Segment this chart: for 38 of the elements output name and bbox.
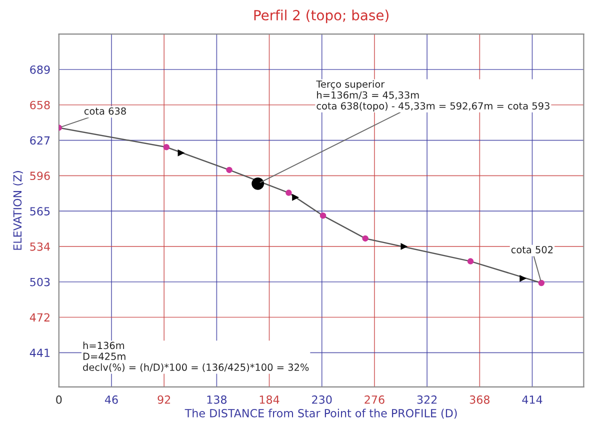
y-tick-label: 627 — [30, 136, 50, 145]
y-tick-label: 503 — [30, 278, 50, 286]
x-tick-label: 276 — [364, 395, 384, 404]
point — [252, 177, 264, 190]
point — [362, 235, 368, 242]
point — [178, 149, 185, 156]
x-tick-label: 0 — [56, 395, 62, 404]
point — [163, 144, 170, 150]
annotation: Terço superior h=136m/3 = 45,33m cota 638(topo) - 45,33m = 592,67m = cota 593 — [316, 80, 550, 112]
x-tick-label: 368 — [470, 395, 490, 404]
x-tick-label: 46 — [104, 395, 118, 404]
point — [538, 280, 545, 286]
x-tick-label: 92 — [158, 395, 170, 404]
x-tick-label: 138 — [207, 395, 227, 404]
y-tick-label: 689 — [30, 65, 50, 74]
x-tick-label: 184 — [260, 395, 280, 404]
x-axis-title: The DISTANCE from Star Point of the PROFILE (D) — [184, 408, 457, 419]
annotation: h=136m D=425m declv(%) = (h/D)*100 = (136/425)*100 = 32% — [83, 342, 309, 372]
annotation: cota 502 — [511, 246, 553, 254]
y-axis-title: ELEVATION (Z) — [13, 171, 23, 250]
x-tick-label: 414 — [522, 396, 542, 404]
x-tick-label: 230 — [312, 395, 332, 404]
point — [520, 274, 527, 282]
point — [400, 242, 408, 250]
point — [286, 190, 292, 196]
point — [320, 212, 326, 219]
y-tick-label: 565 — [30, 207, 50, 216]
y-tick-label: 472 — [30, 313, 50, 322]
y-tick-label: 658 — [30, 100, 50, 110]
annotation: cota 638 — [84, 107, 126, 115]
y-tick-label: 534 — [30, 242, 50, 251]
point — [292, 194, 300, 201]
point — [467, 258, 474, 264]
y-tick-label: 441 — [30, 348, 50, 357]
chart-title: Perfil 2 (topo; base) — [254, 10, 388, 24]
point — [226, 166, 232, 174]
x-tick-label: 322 — [417, 395, 437, 404]
y-tick-label: 596 — [30, 172, 50, 180]
